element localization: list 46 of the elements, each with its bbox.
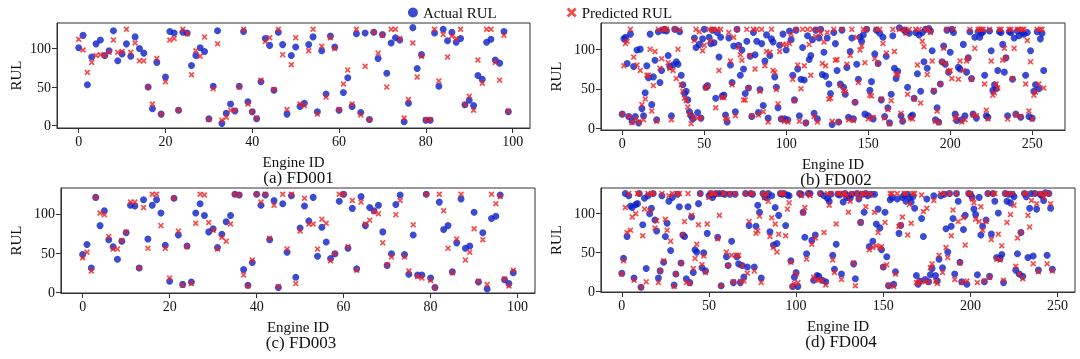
y-tick-label: 100	[573, 41, 595, 57]
x-tick-label: 20	[158, 133, 173, 149]
x-tick-label: 60	[332, 133, 347, 149]
x-tick-label: 250	[1047, 297, 1069, 313]
x-tick-label: 0	[618, 135, 626, 151]
y-tick-label: 0	[47, 284, 55, 300]
y-tick-label: 50	[37, 79, 51, 95]
y-tick-label: 100	[573, 205, 595, 221]
x-tick-label: 50	[701, 297, 716, 313]
y-tick-label: 0	[44, 118, 51, 134]
x-tick-label: 40	[245, 133, 260, 149]
x-axis-title: Engine ID	[801, 155, 865, 172]
y-tick-label: 50	[580, 244, 595, 260]
x-tick-label: 50	[697, 135, 712, 151]
x-tick-label: 100	[507, 298, 529, 314]
x-tick-label: 100	[785, 297, 807, 313]
x-tick-label: 150	[857, 135, 879, 151]
y-axis-title: RUL	[7, 225, 24, 256]
x-tick-label: 150	[872, 297, 894, 313]
x-axis-title: Engine ID	[266, 318, 330, 335]
x-tick-label: 40	[249, 298, 264, 314]
x-axis-title: Engine ID	[262, 153, 325, 170]
x-tick-label: 200	[959, 297, 981, 313]
y-tick-label: 0	[587, 283, 595, 299]
x-axis-title: Engine ID	[806, 317, 870, 334]
y-tick-label: 100	[33, 206, 55, 222]
y-axis-title: RUL	[547, 61, 564, 92]
legend-label: Actual RUL	[422, 4, 497, 21]
x-tick-label: 60	[336, 298, 351, 314]
x-tick-label: 200	[939, 135, 961, 151]
y-tick-label: 50	[40, 245, 55, 261]
x-tick-label: 0	[75, 133, 83, 149]
y-axis-title: RUL	[547, 225, 564, 255]
y-tick-label: 50	[580, 81, 595, 97]
y-axis-title: RUL	[7, 60, 24, 91]
x-tick-label: 100	[775, 135, 797, 151]
x-tick-label: 100	[502, 133, 524, 149]
x-tick-label: 80	[418, 133, 433, 149]
x-tick-label: 20	[162, 298, 177, 314]
y-tick-label: 0	[587, 120, 595, 136]
x-tick-label: 250	[1021, 135, 1043, 151]
x-tick-label: 0	[618, 297, 626, 313]
y-tick-label: 100	[30, 40, 51, 56]
x-tick-label: 80	[423, 298, 438, 314]
legend-label: Predicted RUL	[581, 4, 673, 21]
x-tick-label: 0	[79, 298, 87, 314]
